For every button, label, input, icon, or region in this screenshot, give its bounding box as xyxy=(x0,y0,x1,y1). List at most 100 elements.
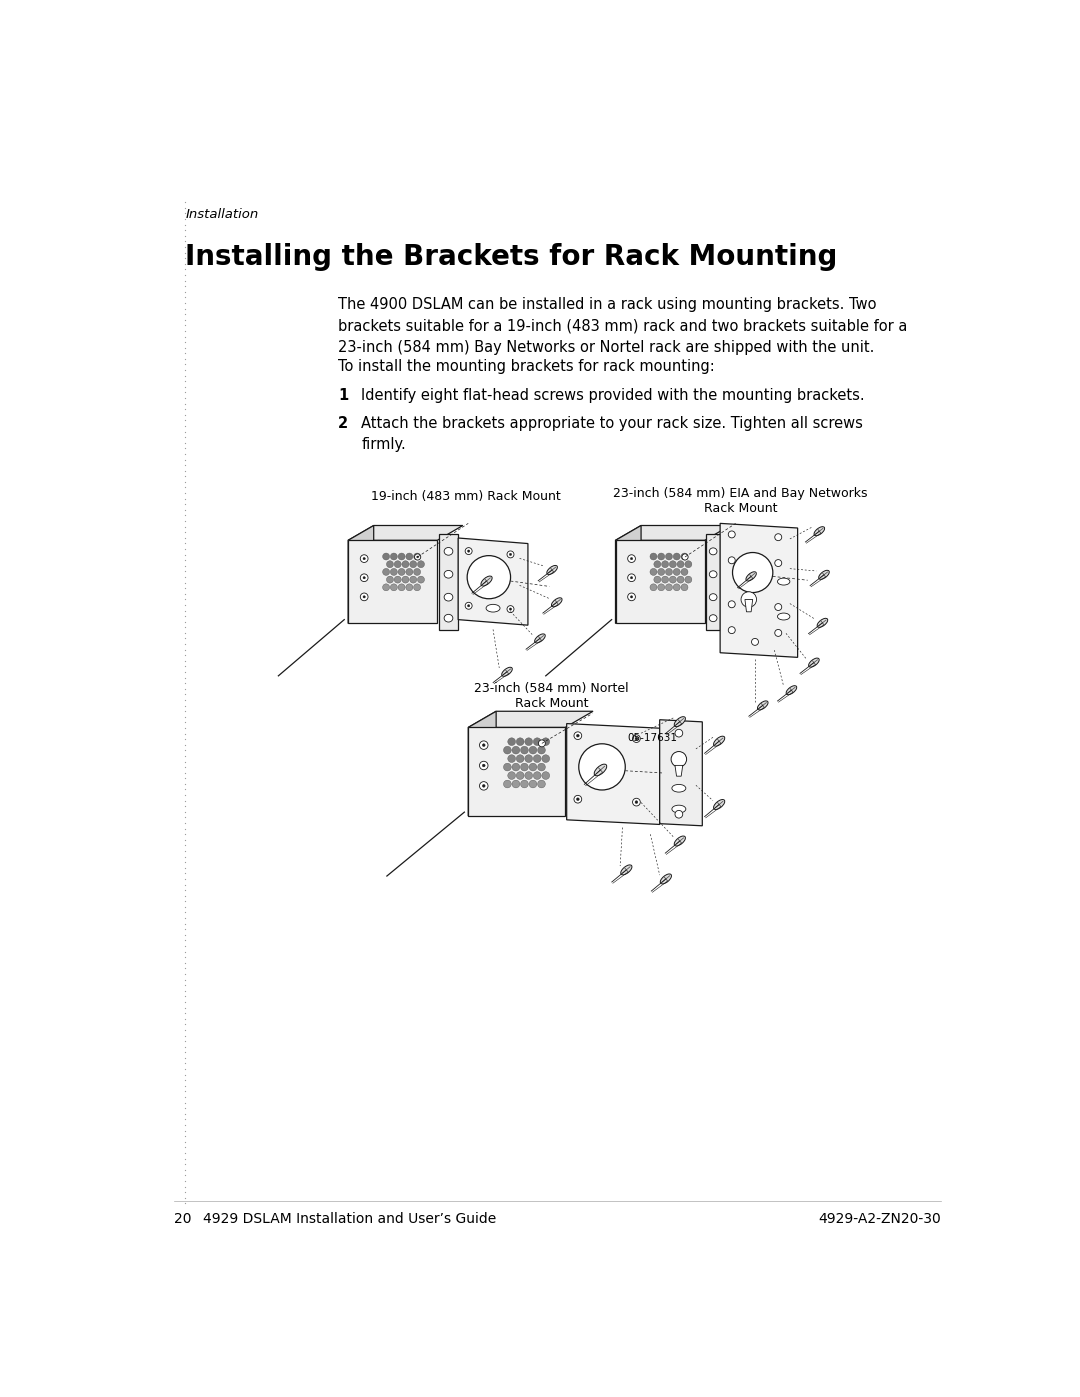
Circle shape xyxy=(512,780,519,788)
Circle shape xyxy=(650,553,657,560)
Circle shape xyxy=(480,761,488,770)
Circle shape xyxy=(394,576,401,583)
Circle shape xyxy=(774,630,782,637)
Circle shape xyxy=(516,754,524,763)
Polygon shape xyxy=(745,599,753,612)
Polygon shape xyxy=(616,525,642,623)
Ellipse shape xyxy=(660,875,672,884)
Circle shape xyxy=(627,555,635,563)
Polygon shape xyxy=(348,525,374,623)
Circle shape xyxy=(677,560,684,567)
Text: 2: 2 xyxy=(338,415,348,430)
Circle shape xyxy=(510,553,512,556)
Circle shape xyxy=(525,738,532,746)
Circle shape xyxy=(627,592,635,601)
Circle shape xyxy=(521,763,528,771)
Circle shape xyxy=(670,576,676,583)
Circle shape xyxy=(507,606,514,612)
Circle shape xyxy=(635,800,638,803)
Ellipse shape xyxy=(778,578,789,585)
Circle shape xyxy=(529,780,537,788)
Circle shape xyxy=(542,754,550,763)
Polygon shape xyxy=(675,766,683,777)
Polygon shape xyxy=(348,541,437,623)
Polygon shape xyxy=(660,719,702,826)
Circle shape xyxy=(658,584,664,591)
Text: Attach the brackets appropriate to your rack size. Tighten all screws
firmly.: Attach the brackets appropriate to your … xyxy=(362,415,863,453)
Polygon shape xyxy=(348,525,463,541)
Circle shape xyxy=(465,602,472,609)
Ellipse shape xyxy=(710,594,717,601)
Circle shape xyxy=(508,771,515,780)
Text: 23-inch (584 mm) EIA and Bay Networks
Rack Mount: 23-inch (584 mm) EIA and Bay Networks Ra… xyxy=(613,488,867,515)
Circle shape xyxy=(665,553,673,560)
Circle shape xyxy=(653,576,661,583)
Circle shape xyxy=(681,553,688,560)
Circle shape xyxy=(673,584,680,591)
Circle shape xyxy=(382,569,390,576)
Polygon shape xyxy=(616,525,730,541)
Circle shape xyxy=(741,592,757,608)
Circle shape xyxy=(382,584,390,591)
Text: 1: 1 xyxy=(338,388,348,402)
Text: 19-inch (483 mm) Rack Mount: 19-inch (483 mm) Rack Mount xyxy=(372,489,562,503)
Circle shape xyxy=(774,560,782,567)
Circle shape xyxy=(673,569,680,576)
Circle shape xyxy=(534,771,541,780)
Circle shape xyxy=(774,604,782,610)
Ellipse shape xyxy=(809,658,820,668)
Ellipse shape xyxy=(714,736,725,746)
Circle shape xyxy=(387,576,393,583)
Text: To install the mounting brackets for rack mounting:: To install the mounting brackets for rac… xyxy=(338,359,715,373)
Circle shape xyxy=(728,557,735,564)
Ellipse shape xyxy=(486,605,500,612)
Circle shape xyxy=(521,746,528,754)
Circle shape xyxy=(390,569,397,576)
Circle shape xyxy=(510,608,512,610)
Circle shape xyxy=(402,560,409,567)
Ellipse shape xyxy=(778,613,789,620)
Ellipse shape xyxy=(546,566,557,574)
Circle shape xyxy=(525,754,532,763)
Circle shape xyxy=(399,584,405,591)
Circle shape xyxy=(503,746,511,754)
Circle shape xyxy=(406,553,413,560)
Circle shape xyxy=(538,780,545,788)
Ellipse shape xyxy=(710,615,717,622)
Ellipse shape xyxy=(714,799,725,809)
Circle shape xyxy=(361,592,368,601)
Circle shape xyxy=(658,553,664,560)
Circle shape xyxy=(662,560,669,567)
Ellipse shape xyxy=(481,576,492,585)
Circle shape xyxy=(387,560,393,567)
Circle shape xyxy=(542,738,550,746)
Circle shape xyxy=(468,556,511,599)
Ellipse shape xyxy=(502,668,512,676)
Ellipse shape xyxy=(444,570,453,578)
Circle shape xyxy=(414,569,420,576)
Circle shape xyxy=(685,560,692,567)
Ellipse shape xyxy=(674,835,686,847)
Circle shape xyxy=(399,553,405,560)
Circle shape xyxy=(752,638,758,645)
Circle shape xyxy=(480,740,488,749)
Polygon shape xyxy=(469,728,565,816)
Circle shape xyxy=(538,746,545,754)
Circle shape xyxy=(673,553,680,560)
Polygon shape xyxy=(469,711,593,728)
Text: 05-17631: 05-17631 xyxy=(627,733,677,743)
Circle shape xyxy=(483,743,485,746)
Circle shape xyxy=(390,584,397,591)
Text: Installation: Installation xyxy=(186,208,258,221)
Circle shape xyxy=(516,771,524,780)
Ellipse shape xyxy=(535,634,545,643)
Circle shape xyxy=(409,560,417,567)
Circle shape xyxy=(483,764,485,767)
Circle shape xyxy=(675,729,683,738)
Circle shape xyxy=(414,553,420,560)
Ellipse shape xyxy=(710,548,717,555)
Ellipse shape xyxy=(746,571,756,581)
Circle shape xyxy=(417,556,419,557)
Ellipse shape xyxy=(444,615,453,622)
Ellipse shape xyxy=(757,701,768,710)
